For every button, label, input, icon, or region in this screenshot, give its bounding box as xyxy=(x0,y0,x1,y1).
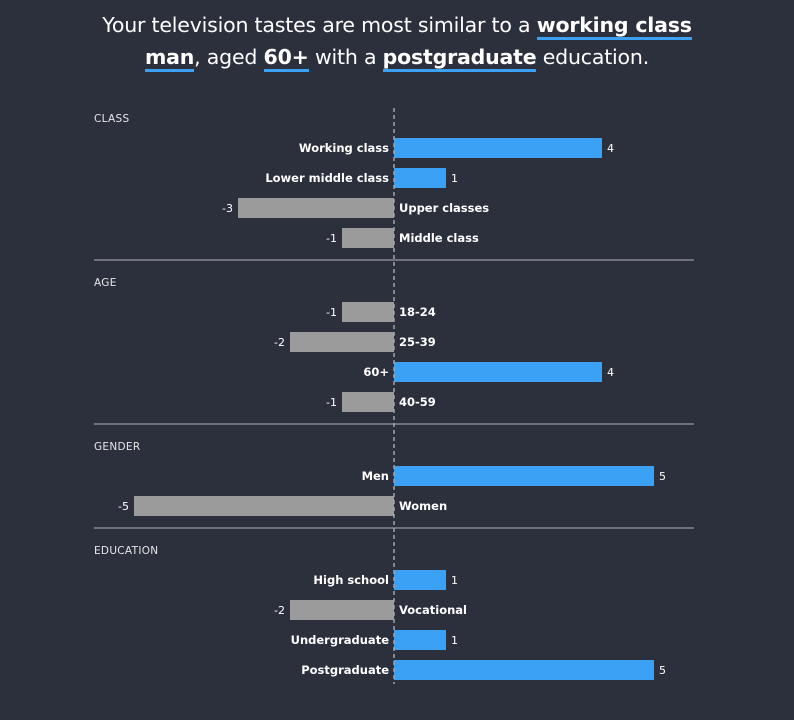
headline-text: , aged xyxy=(194,45,264,69)
category-label: 18-24 xyxy=(399,305,436,319)
headline-text: Your television tastes are most similar … xyxy=(102,13,537,37)
highlight-age: 60+ xyxy=(263,45,309,72)
data-label: -3 xyxy=(222,202,233,215)
section-title: CLASS xyxy=(94,113,129,125)
section-title: EDUCATION xyxy=(94,545,158,557)
category-label: Women xyxy=(399,499,447,513)
data-label: 1 xyxy=(451,634,458,647)
bar xyxy=(290,600,394,620)
category-label: 60+ xyxy=(363,365,389,379)
headline: Your television tastes are most similar … xyxy=(0,9,794,73)
category-label: 40-59 xyxy=(399,395,436,409)
data-label: -5 xyxy=(118,500,129,513)
headline-text: education. xyxy=(536,45,650,69)
highlight-education: postgraduate xyxy=(382,45,537,72)
data-label: 1 xyxy=(451,574,458,587)
data-label: -2 xyxy=(274,336,285,349)
bar xyxy=(394,660,654,680)
bar xyxy=(134,496,394,516)
category-label: Lower middle class xyxy=(265,171,389,185)
section-title: GENDER xyxy=(94,441,140,453)
data-label: -1 xyxy=(326,306,337,319)
data-label: 5 xyxy=(659,470,666,483)
data-label: -1 xyxy=(326,396,337,409)
bar xyxy=(394,630,446,650)
bar xyxy=(394,570,446,590)
section-title: AGE xyxy=(94,277,117,289)
category-label: Upper classes xyxy=(399,201,489,215)
bar xyxy=(394,138,602,158)
category-label: Postgraduate xyxy=(301,663,389,677)
headline-line-1: Your television tastes are most similar … xyxy=(0,9,794,41)
highlight-class: working class xyxy=(536,13,692,40)
data-label: 4 xyxy=(607,142,614,155)
data-label: 4 xyxy=(607,366,614,379)
bar xyxy=(394,362,602,382)
category-label: Working class xyxy=(299,141,389,155)
bar xyxy=(342,228,394,248)
data-label: -2 xyxy=(274,604,285,617)
headline-line-2: man, aged 60+ with a postgraduate educat… xyxy=(0,41,794,73)
bar xyxy=(394,168,446,188)
data-label: 5 xyxy=(659,664,666,677)
bar xyxy=(394,466,654,486)
bar xyxy=(342,302,394,322)
category-label: 25-39 xyxy=(399,335,436,349)
data-label: 1 xyxy=(451,172,458,185)
headline-text: with a xyxy=(308,45,383,69)
category-label: Men xyxy=(362,469,389,483)
category-label: High school xyxy=(313,573,389,587)
bar xyxy=(342,392,394,412)
category-label: Middle class xyxy=(399,231,479,245)
highlight-gender: man xyxy=(144,45,194,72)
bar xyxy=(238,198,394,218)
bar xyxy=(290,332,394,352)
category-label: Vocational xyxy=(399,603,467,617)
category-label: Undergraduate xyxy=(291,633,390,647)
data-label: -1 xyxy=(326,232,337,245)
